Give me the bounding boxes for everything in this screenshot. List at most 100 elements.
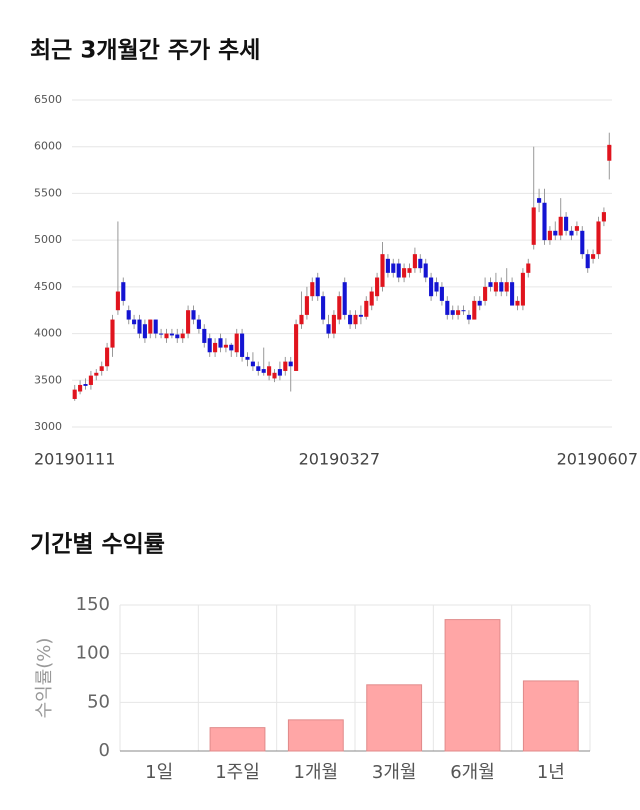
candle-body <box>223 344 228 348</box>
candle-body <box>531 207 536 245</box>
candle-body <box>169 333 174 336</box>
candle-body <box>558 216 563 236</box>
candle-body <box>402 268 407 278</box>
candle-body <box>267 366 272 376</box>
x-tick-label: 20190607 <box>557 450 638 469</box>
candle-body <box>105 347 110 367</box>
x-tick-label: 1주일 <box>215 762 260 783</box>
candle-body <box>461 310 466 312</box>
candle-body <box>88 375 93 385</box>
candle-body <box>299 314 304 325</box>
x-tick-label: 20190111 <box>34 450 115 469</box>
candle-body <box>272 372 277 379</box>
candle-body <box>310 282 315 297</box>
candle-body <box>569 230 574 236</box>
chart-title: 기간별 수익률 <box>30 532 165 558</box>
y-axis-label: 수익률(%) <box>34 638 55 719</box>
candle-body <box>240 333 245 357</box>
chart-title: 최근 3개월간 주가 추세 <box>30 38 260 64</box>
candle-body <box>304 296 309 315</box>
candle-body <box>520 272 525 306</box>
candle-body <box>283 361 288 371</box>
candle-body <box>353 314 358 325</box>
candle-body <box>148 319 153 334</box>
candle-body <box>499 282 504 292</box>
candle-body <box>175 334 180 339</box>
candle-body <box>607 144 612 161</box>
y-tick-label: 4000 <box>34 327 62 340</box>
candle-body <box>542 202 547 241</box>
candle-body <box>434 282 439 292</box>
y-tick-label: 6000 <box>34 140 62 153</box>
y-tick-label: 6500 <box>34 93 62 106</box>
candle-body <box>510 282 515 306</box>
x-tick-label: 20190327 <box>299 450 380 469</box>
bar <box>522 680 579 752</box>
candle-body <box>202 328 207 343</box>
candle-body <box>180 333 185 339</box>
candle-body <box>504 282 509 292</box>
candle-body <box>596 221 601 255</box>
candle-body <box>83 384 88 386</box>
candle-body <box>396 263 401 278</box>
candle-body <box>72 389 77 399</box>
y-tick-label: 5000 <box>34 233 62 246</box>
candle-body <box>488 282 493 287</box>
candle-body <box>277 369 282 376</box>
candle-body <box>564 216 569 231</box>
candle-body <box>121 282 126 301</box>
candle-body <box>385 258 390 273</box>
candle-body <box>250 361 255 367</box>
candle-body <box>439 286 444 301</box>
candle-body <box>591 254 596 259</box>
candle-body <box>358 314 363 317</box>
candle-body <box>526 263 531 273</box>
candle-body <box>191 310 196 320</box>
candle-body <box>450 310 455 315</box>
candle-body <box>407 268 412 273</box>
candle-body <box>245 356 250 360</box>
candle-body <box>601 212 606 222</box>
y-tick-label: 0 <box>99 740 110 761</box>
candle-body <box>375 277 380 297</box>
candle-body <box>94 372 99 376</box>
candle-body <box>115 291 120 311</box>
candle-body <box>132 319 137 325</box>
candle-body <box>456 310 461 315</box>
candle-body <box>234 333 239 353</box>
candle-body <box>445 300 450 315</box>
bar <box>444 619 501 752</box>
y-tick-label: 3000 <box>34 420 62 433</box>
x-tick-label: 3개월 <box>372 762 417 783</box>
candle-body <box>126 310 131 320</box>
y-tick-label: 100 <box>76 643 110 664</box>
candle-body <box>391 263 396 273</box>
candle-body <box>288 361 293 367</box>
candle-body <box>418 258 423 269</box>
candle-body <box>78 384 83 392</box>
candle-body <box>229 344 234 351</box>
candle-body <box>580 230 585 255</box>
candle-body <box>364 300 369 317</box>
candle-body <box>207 338 212 353</box>
candle-body <box>196 319 201 329</box>
x-tick-label: 1일 <box>145 762 173 783</box>
candle-body <box>337 296 342 320</box>
candle-body <box>256 366 261 371</box>
y-tick-label: 50 <box>87 691 110 712</box>
candle-body <box>142 324 147 339</box>
candle-body <box>553 230 558 236</box>
candle-body <box>315 277 320 297</box>
candle-body <box>483 286 488 301</box>
x-tick-label: 1년 <box>537 762 565 783</box>
candle-body <box>164 333 169 339</box>
candle-body <box>326 324 331 334</box>
bar <box>287 719 344 752</box>
y-tick-label: 5500 <box>34 186 62 199</box>
candle-body <box>412 254 417 269</box>
candle-body <box>369 291 374 306</box>
candle-body <box>348 314 353 325</box>
y-tick-label: 3500 <box>34 373 62 386</box>
candle-body <box>380 254 385 287</box>
